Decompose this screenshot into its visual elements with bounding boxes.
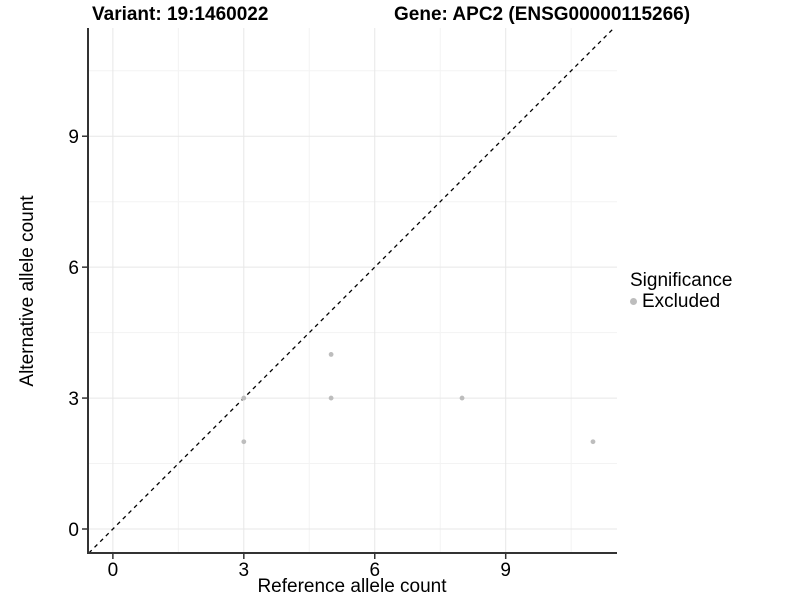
legend-title: Significance — [630, 270, 733, 291]
data-point — [328, 352, 334, 357]
legend: Significance Excluded — [630, 270, 732, 312]
legend-item-excluded: Excluded — [630, 291, 732, 312]
variant-title: Variant: 19:1460022 — [92, 4, 269, 25]
identity-line — [88, 27, 615, 554]
data-point — [590, 439, 596, 445]
data-point — [241, 395, 247, 401]
x-tick-label: 9 — [500, 560, 511, 581]
x-axis-title: Reference allele count — [257, 576, 447, 597]
data-point — [241, 439, 247, 445]
x-tick-label: 0 — [108, 560, 119, 581]
y-tick-label: 0 — [68, 520, 79, 541]
legend-item-label: Excluded — [642, 291, 721, 312]
y-tick-label: 9 — [68, 127, 79, 148]
y-tick-label: 6 — [68, 258, 79, 279]
y-axis-title: Alternative allele count — [17, 195, 38, 387]
y-tick-label: 3 — [68, 389, 79, 410]
data-point — [459, 395, 465, 401]
data-point — [328, 395, 334, 401]
excluded-point-icon — [630, 298, 637, 305]
x-tick-label: 6 — [369, 560, 380, 581]
gene-title: Gene: APC2 (ENSG00000115266) — [394, 4, 691, 25]
x-tick-label: 3 — [239, 560, 250, 581]
